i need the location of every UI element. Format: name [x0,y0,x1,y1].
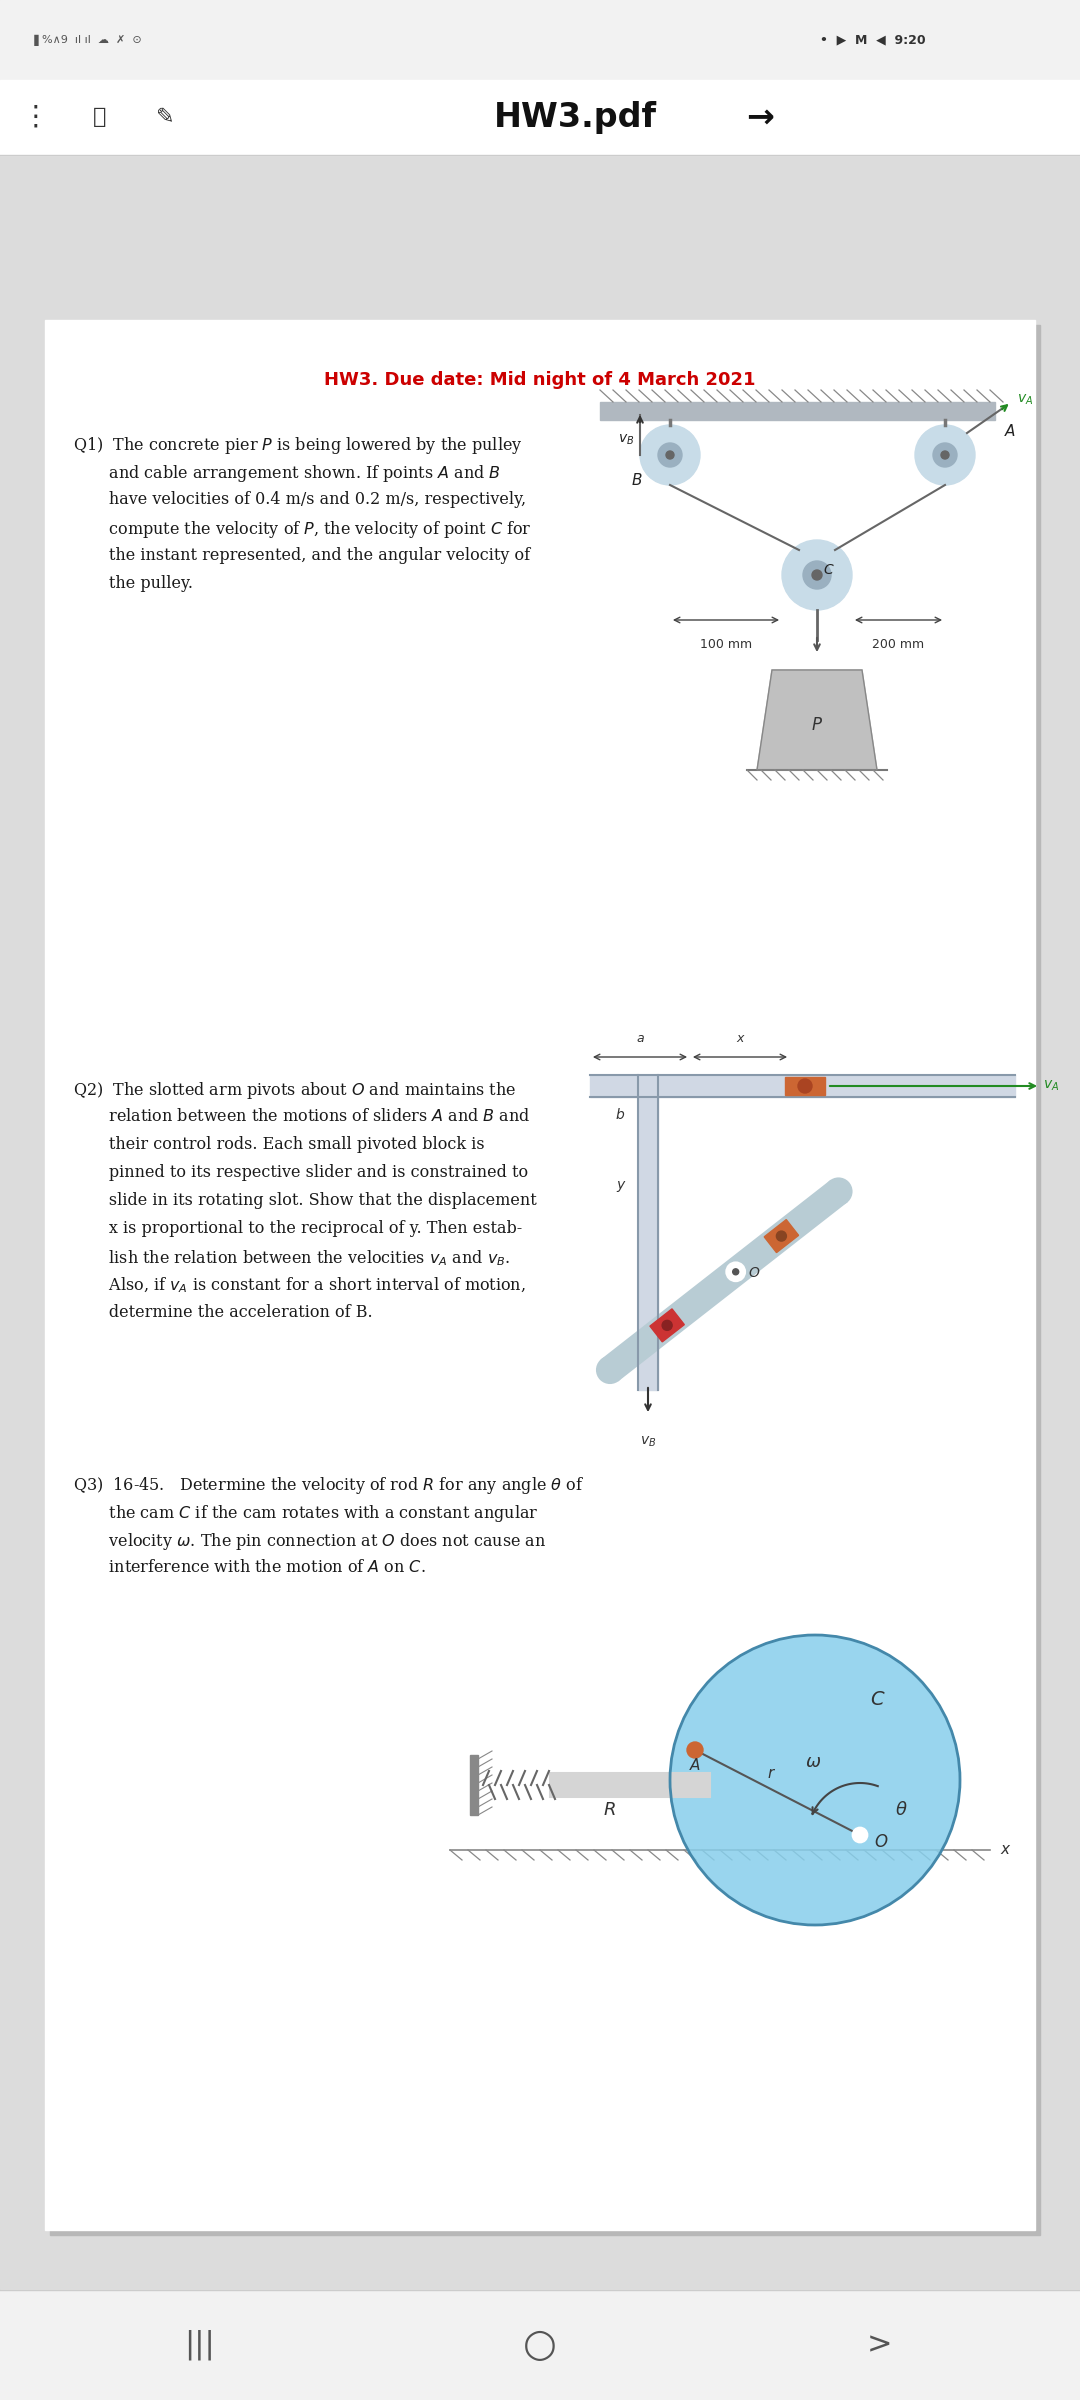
Bar [600,401,995,420]
Bar [638,1075,658,1390]
Polygon shape [650,1308,685,1342]
Text: $v_A$: $v_A$ [1043,1078,1059,1094]
Text: $\omega$: $\omega$ [805,1752,821,1771]
Text: Q2)  The slotted arm pivots about $O$ and maintains the: Q2) The slotted arm pivots about $O$ and… [73,1080,516,1102]
Text: the cam $C$ if the cam rotates with a constant angular: the cam $C$ if the cam rotates with a co… [73,1502,539,1524]
Text: O: O [874,1834,887,1850]
Text: compute the velocity of $P$, the velocity of point $C$ for: compute the velocity of $P$, the velocit… [73,518,531,540]
Text: Also, if $v_A$ is constant for a short interval of motion,: Also, if $v_A$ is constant for a short i… [73,1277,526,1296]
Bar [50,324,1040,2234]
Circle shape [812,569,822,581]
Text: x is proportional to the reciprocal of y. Then estab-: x is proportional to the reciprocal of y… [73,1219,523,1236]
Circle shape [640,425,700,485]
Text: a: a [636,1032,644,1044]
Text: ⬜: ⬜ [93,108,107,127]
Text: HW3. Due date: Mid night of 4 March 2021: HW3. Due date: Mid night of 4 March 2021 [324,372,756,389]
Text: ▐ %∧9  ıl ıl  ☁  ✗  ⊙: ▐ %∧9 ıl ıl ☁ ✗ ⊙ [30,34,141,46]
Text: pinned to its respective slider and is constrained to: pinned to its respective slider and is c… [73,1164,528,1181]
Circle shape [662,1320,672,1330]
Text: P: P [812,715,822,734]
Text: x: x [737,1032,744,1044]
Circle shape [732,1270,739,1274]
Text: ✎: ✎ [156,108,174,127]
Text: ○: ○ [523,2326,557,2364]
Circle shape [915,425,975,485]
Text: C: C [870,1690,883,1709]
Text: $v_A$: $v_A$ [1017,394,1034,408]
Text: the pulley.: the pulley. [73,576,193,593]
Text: $v_B$: $v_B$ [639,1435,657,1450]
Circle shape [727,1262,745,1282]
Text: Q1)  The concrete pier $P$ is being lowered by the pulley: Q1) The concrete pier $P$ is being lower… [73,434,523,456]
Text: velocity $\omega$. The pin connection at $O$ does not cause an: velocity $\omega$. The pin connection at… [73,1531,546,1553]
Text: 200 mm: 200 mm [873,638,924,650]
Text: $v_B$: $v_B$ [618,432,634,446]
Circle shape [798,1080,812,1092]
Text: C: C [823,564,833,576]
Circle shape [853,1829,867,1843]
Text: r: r [768,1766,773,1781]
Circle shape [658,444,681,468]
Bar [785,1078,825,1094]
Circle shape [804,562,831,588]
Polygon shape [602,1181,847,1380]
Polygon shape [765,1219,798,1253]
Text: ⋮: ⋮ [22,103,49,132]
Bar [0,2290,1080,2400]
Text: x: x [1000,1843,1009,1858]
Bar [0,79,1080,156]
Text: HW3.pdf: HW3.pdf [494,101,657,134]
Text: A: A [1005,425,1015,439]
Circle shape [933,444,957,468]
Text: and cable arrangement shown. If points $A$ and $B$: and cable arrangement shown. If points $… [73,463,501,485]
Circle shape [825,1178,851,1205]
Text: |||: ||| [185,2330,215,2359]
Bar [590,1075,1015,1097]
Circle shape [597,1356,623,1382]
Text: R: R [604,1800,617,1819]
Text: relation between the motions of sliders $A$ and $B$ and: relation between the motions of sliders … [73,1109,530,1126]
Bar [550,1774,710,1798]
Circle shape [941,451,949,458]
Text: 100 mm: 100 mm [700,638,752,650]
Circle shape [782,540,852,610]
Text: A: A [690,1757,700,1774]
Polygon shape [757,670,877,770]
Text: →: → [746,101,774,134]
Text: have velocities of 0.4 m/s and 0.2 m/s, respectively,: have velocities of 0.4 m/s and 0.2 m/s, … [73,492,526,509]
Text: the instant represented, and the angular velocity of: the instant represented, and the angular… [73,547,530,564]
Bar [45,319,1035,2230]
Text: lish the relation between the velocities $v_A$ and $v_B$.: lish the relation between the velocities… [73,1248,510,1267]
Text: their control rods. Each small pivoted block is: their control rods. Each small pivoted b… [73,1135,485,1152]
Circle shape [687,1742,703,1757]
Circle shape [670,1634,960,1925]
Text: determine the acceleration of B.: determine the acceleration of B. [73,1303,373,1320]
Circle shape [777,1231,786,1241]
Text: interference with the motion of $A$ on $C$.: interference with the motion of $A$ on $… [73,1560,426,1577]
Text: $\theta$: $\theta$ [895,1800,907,1819]
Text: B: B [632,473,643,487]
Text: Q3)  16-45.   Determine the velocity of rod $R$ for any angle $\theta$ of: Q3) 16-45. Determine the velocity of rod… [73,1476,584,1495]
Text: O: O [748,1265,759,1279]
Bar [470,1754,478,1814]
Text: •  ▶  M  ◀  9:20: • ▶ M ◀ 9:20 [820,34,926,46]
Text: b: b [616,1109,624,1121]
Text: slide in its rotating slot. Show that the displacement: slide in its rotating slot. Show that th… [73,1193,537,1210]
Bar [0,0,1080,79]
Text: >: > [867,2330,893,2359]
Text: y: y [616,1178,624,1193]
Circle shape [666,451,674,458]
